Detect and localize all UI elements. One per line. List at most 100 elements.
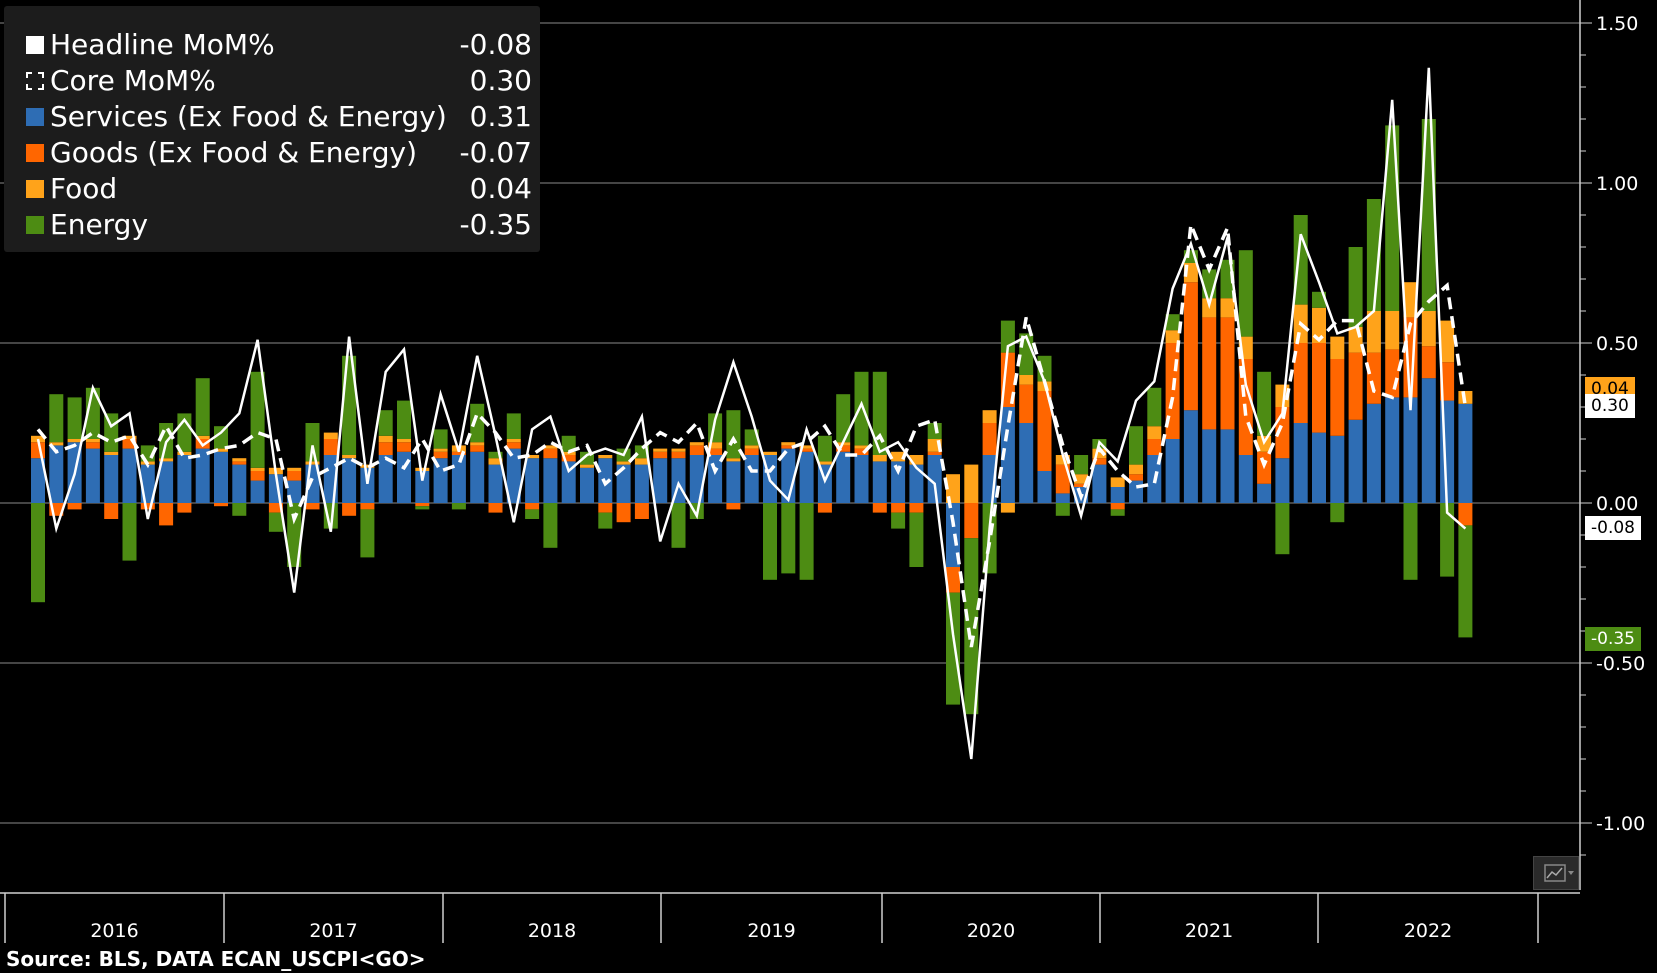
line-series xyxy=(36,67,1468,760)
bar xyxy=(854,371,869,446)
bar xyxy=(946,503,960,567)
bar xyxy=(799,448,814,452)
bar xyxy=(378,435,393,443)
bar xyxy=(927,455,942,503)
bar xyxy=(964,503,979,539)
bar xyxy=(1037,471,1052,503)
y-tick-label: -1.00 xyxy=(1596,813,1645,835)
bar xyxy=(1458,503,1473,526)
bar xyxy=(1165,330,1180,343)
bar xyxy=(543,503,558,548)
bar xyxy=(1074,455,1089,475)
bar xyxy=(964,464,979,503)
bar xyxy=(49,394,64,443)
bar xyxy=(451,451,466,455)
bar xyxy=(232,503,247,516)
bar xyxy=(177,451,192,455)
bar xyxy=(744,429,759,446)
legend-swatch xyxy=(26,180,44,198)
bar xyxy=(726,458,741,462)
bar xyxy=(415,503,430,507)
bar xyxy=(817,503,832,513)
bar xyxy=(122,435,137,439)
bar xyxy=(927,423,942,439)
legend-label: Headline MoM% xyxy=(50,28,275,61)
bar xyxy=(1312,307,1326,343)
bar xyxy=(177,455,192,503)
bar xyxy=(1440,320,1455,363)
bar xyxy=(1385,397,1400,503)
bar xyxy=(287,503,302,567)
y-tick-label: 0.00 xyxy=(1596,493,1638,515)
bar xyxy=(67,397,82,439)
bar xyxy=(726,503,741,510)
bar xyxy=(360,503,375,510)
bar xyxy=(1000,407,1015,503)
bar xyxy=(360,464,375,468)
bar xyxy=(946,474,960,503)
bar xyxy=(1458,525,1473,638)
bar xyxy=(982,410,997,423)
bar xyxy=(1147,439,1162,455)
bar xyxy=(214,503,228,507)
bar xyxy=(689,442,704,446)
legend-label: Food xyxy=(50,172,118,205)
bar xyxy=(433,429,448,449)
bar xyxy=(909,512,924,567)
bar xyxy=(891,503,906,513)
bar xyxy=(378,410,393,436)
bar xyxy=(653,448,668,452)
bar xyxy=(470,403,485,443)
bar xyxy=(1092,448,1107,459)
legend-value: 0.31 xyxy=(469,100,532,133)
tag-label: -0.35 xyxy=(1591,629,1635,649)
bar xyxy=(891,512,906,529)
bar xyxy=(744,455,759,503)
bar xyxy=(561,435,576,452)
bar xyxy=(305,461,320,465)
bar xyxy=(1385,311,1400,350)
year-label: 2020 xyxy=(967,920,1015,942)
bar xyxy=(397,439,411,443)
bar xyxy=(470,442,485,446)
bar xyxy=(31,458,45,503)
bar xyxy=(580,464,594,468)
bar xyxy=(763,503,777,580)
bar xyxy=(268,503,283,513)
bar xyxy=(1440,362,1455,401)
bar xyxy=(854,448,869,455)
bar xyxy=(323,439,338,455)
bar xyxy=(616,503,631,523)
bar xyxy=(232,464,247,503)
bar xyxy=(1421,378,1436,503)
bar xyxy=(1129,464,1143,475)
bar xyxy=(1293,215,1308,305)
legend-swatch xyxy=(26,108,44,126)
legend-label: Energy xyxy=(50,208,149,241)
bar xyxy=(1055,493,1070,503)
bar xyxy=(744,445,759,449)
bar xyxy=(85,442,100,449)
bar xyxy=(195,435,210,439)
chart-type-button[interactable] xyxy=(1533,856,1579,890)
bar xyxy=(104,451,119,455)
y-tick-label: 1.50 xyxy=(1596,13,1638,35)
bar xyxy=(744,448,759,455)
bar xyxy=(67,503,82,510)
bar xyxy=(214,426,228,449)
bar xyxy=(653,458,668,503)
bar xyxy=(1257,371,1272,436)
bar xyxy=(598,503,613,513)
bar xyxy=(781,503,796,574)
source-note: Source: BLS, DATA ECAN_USCPI<GO> xyxy=(6,947,426,971)
bar xyxy=(506,448,521,503)
bar xyxy=(159,458,174,462)
bar xyxy=(122,503,137,561)
bar xyxy=(1055,503,1070,516)
bar xyxy=(634,458,649,465)
bar xyxy=(1092,458,1107,465)
bar xyxy=(1129,474,1143,481)
bar xyxy=(1257,483,1272,503)
bar xyxy=(1092,464,1107,503)
